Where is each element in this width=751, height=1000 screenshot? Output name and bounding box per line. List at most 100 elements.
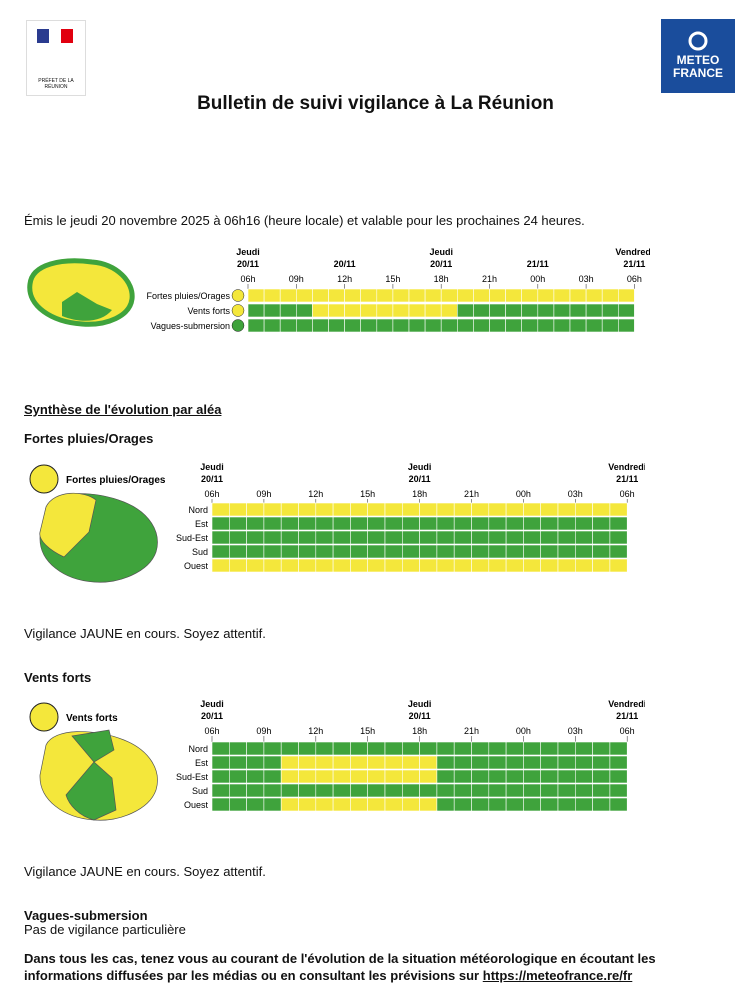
cell — [211, 769, 230, 784]
cell — [315, 769, 334, 784]
cell — [328, 303, 345, 318]
cell — [523, 544, 541, 559]
cell — [505, 288, 523, 303]
cell — [246, 558, 265, 573]
cell — [436, 530, 455, 545]
cell — [332, 769, 351, 784]
cell — [384, 502, 403, 517]
hour-label: 00h — [530, 274, 545, 284]
date-label: 21/11 — [616, 711, 638, 721]
hour-label: 18h — [412, 726, 427, 736]
section-timeline: Jeudi 20/11 06h 09h 12h 15h Jeudi 20/11 18h 21h 00… — [176, 462, 645, 573]
cell — [298, 783, 317, 798]
cell — [523, 502, 541, 517]
cell — [471, 797, 490, 812]
cell — [574, 755, 593, 770]
cell — [315, 502, 334, 517]
row-icon — [231, 289, 245, 302]
cell — [367, 741, 386, 756]
cell — [592, 797, 611, 812]
cell — [315, 516, 334, 531]
cell — [350, 530, 368, 545]
cell — [471, 502, 490, 517]
cell — [350, 741, 368, 756]
cell — [557, 502, 576, 517]
hour-label: 06h — [620, 726, 635, 736]
hour-label: 12h — [308, 726, 323, 736]
cell — [402, 783, 420, 798]
hour-label: 09h — [256, 489, 271, 499]
cell — [456, 288, 474, 303]
cell — [592, 516, 611, 531]
cell — [456, 303, 474, 318]
cell — [211, 755, 230, 770]
cell — [280, 769, 299, 784]
cell — [489, 303, 506, 318]
section-timeline: Jeudi 20/11 06h 09h 12h 15h Jeudi 20/11 18h 21h 00… — [176, 699, 645, 812]
section-title: Vents forts — [24, 670, 92, 685]
cell — [557, 769, 576, 784]
cell — [574, 516, 593, 531]
cell — [574, 530, 593, 545]
cell — [247, 303, 265, 318]
cell — [298, 558, 317, 573]
status: Vigilance JAUNE en cours. Soyez attentif… — [24, 626, 266, 641]
cell — [537, 318, 555, 333]
hour-label: 09h — [289, 274, 304, 284]
cell — [350, 797, 368, 812]
cell — [315, 558, 334, 573]
cell — [328, 318, 345, 333]
cell — [263, 530, 282, 545]
cell — [453, 797, 472, 812]
cell — [540, 755, 559, 770]
cell — [440, 303, 458, 318]
date-label: 20/11 — [201, 474, 223, 484]
cell — [523, 558, 541, 573]
hour-label: 00h — [516, 726, 531, 736]
cell — [453, 502, 472, 517]
cell — [488, 516, 507, 531]
day-label: Jeudi — [408, 462, 432, 472]
cell — [592, 755, 611, 770]
cell — [592, 502, 611, 517]
cell — [436, 755, 455, 770]
hour-label: 06h — [240, 274, 255, 284]
cell — [505, 318, 523, 333]
cell — [601, 318, 619, 333]
cell — [523, 755, 541, 770]
cell — [505, 797, 524, 812]
date-label: 20/11 — [409, 711, 431, 721]
cell — [574, 769, 593, 784]
hour-label: 15h — [360, 726, 375, 736]
cell — [263, 516, 282, 531]
cell — [592, 544, 611, 559]
cell — [609, 769, 628, 784]
day-label: Vendredi — [615, 247, 650, 257]
cell — [402, 558, 420, 573]
cell — [344, 318, 362, 333]
hour-label: 15h — [360, 489, 375, 499]
row-label: Sud-Est — [176, 772, 209, 782]
row-label: Sud — [192, 547, 208, 557]
hour-label: 06h — [620, 489, 635, 499]
cell — [553, 288, 571, 303]
cell — [424, 303, 442, 318]
cell — [617, 303, 635, 318]
cell — [211, 502, 230, 517]
cell — [229, 558, 247, 573]
cell — [505, 755, 524, 770]
cell — [609, 516, 628, 531]
cell — [384, 544, 403, 559]
cell — [296, 288, 313, 303]
cell — [592, 769, 611, 784]
cell — [246, 755, 265, 770]
cell — [211, 741, 230, 756]
cell — [332, 741, 351, 756]
cell — [489, 318, 506, 333]
cell — [471, 530, 490, 545]
footer-link[interactable]: https://meteofrance.re/fr — [482, 968, 633, 983]
hour-label: 00h — [516, 489, 531, 499]
cell — [246, 741, 265, 756]
cell — [229, 544, 247, 559]
cell — [569, 303, 587, 318]
